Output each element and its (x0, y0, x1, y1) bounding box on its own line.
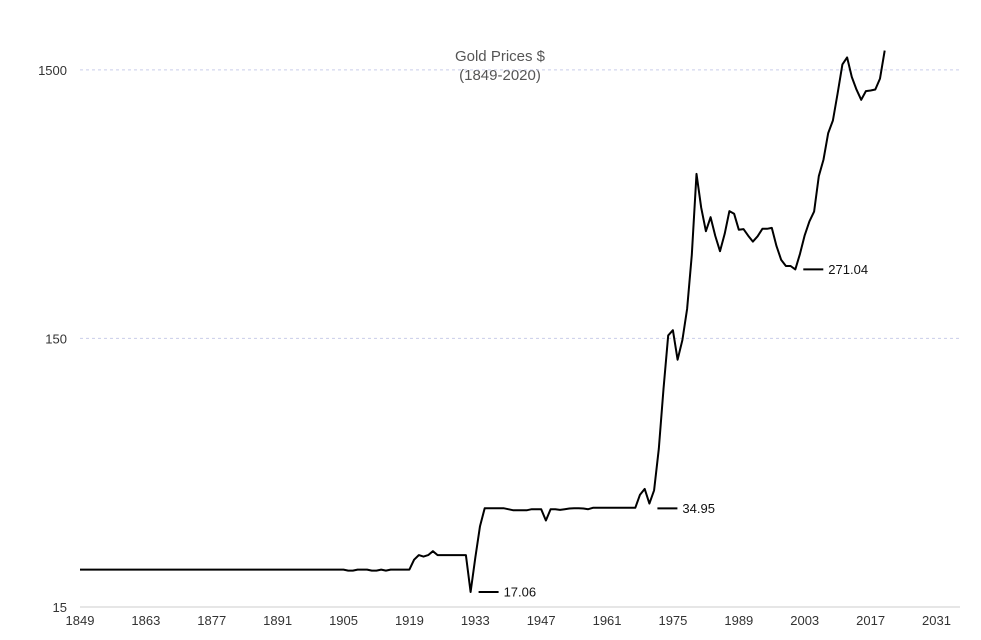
x-tick-label: 2017 (856, 613, 885, 628)
annotation-label: 271.04 (828, 262, 868, 277)
x-tick-label: 2031 (922, 613, 951, 628)
x-tick-label: 1933 (461, 613, 490, 628)
x-tick-label: 1877 (197, 613, 226, 628)
x-tick-label: 1947 (527, 613, 556, 628)
x-tick-label: 2003 (790, 613, 819, 628)
x-tick-label: 1863 (131, 613, 160, 628)
annotation-label: 34.95 (682, 501, 715, 516)
x-tick-label: 1919 (395, 613, 424, 628)
y-tick-labels: 15 150 1500 (38, 63, 67, 615)
annotation-label: 17.06 (504, 584, 537, 599)
series-layer (80, 50, 886, 593)
annotation-layer: 17.06 34.95 271.04 (478, 262, 868, 599)
x-tick-label: 1849 (66, 613, 95, 628)
chart-subtitle: (1849-2020) (459, 67, 541, 84)
x-tick-label: 1975 (658, 613, 687, 628)
x-tick-label: 1891 (263, 613, 292, 628)
x-tick-label: 1989 (724, 613, 753, 628)
chart-title: Gold Prices $ (455, 48, 546, 65)
x-tick-labels: 1849 1863 1877 1891 1905 1919 1933 1947 1961 1975… (66, 613, 951, 628)
x-tick-label: 1961 (593, 613, 622, 628)
series-line-gold-price (80, 50, 886, 593)
y-tick-label: 150 (45, 331, 67, 346)
y-tick-label: 1500 (38, 63, 67, 78)
x-tick-label: 1905 (329, 613, 358, 628)
grid-layer (80, 69, 960, 339)
y-tick-label: 15 (53, 600, 67, 615)
